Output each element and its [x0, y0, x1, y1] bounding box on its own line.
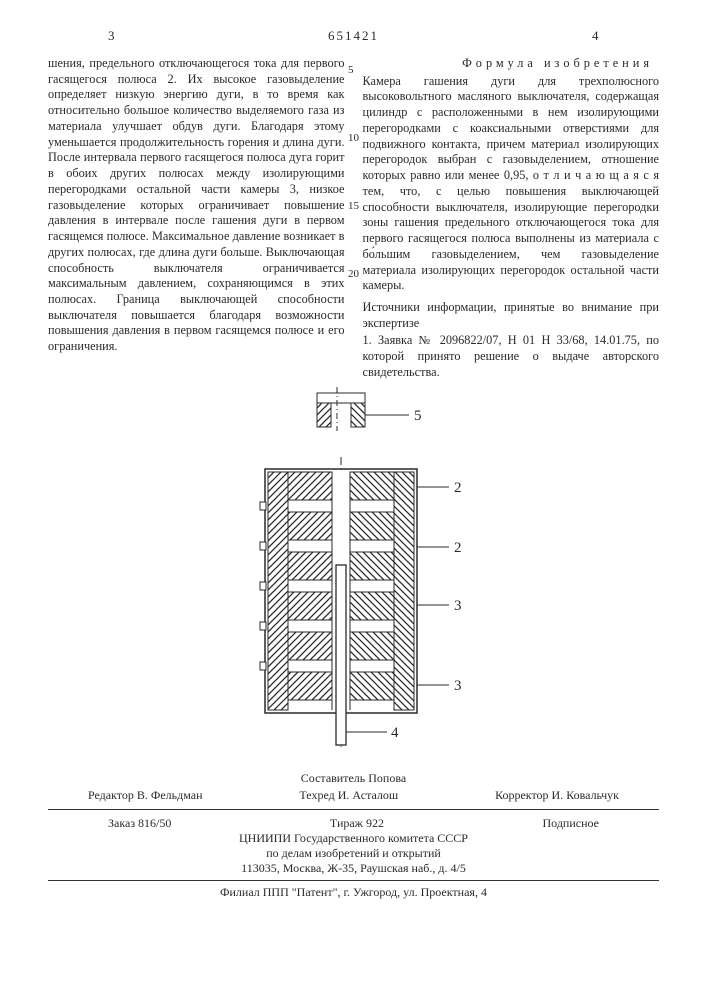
callout-3a: 3 [454, 598, 462, 614]
line-number: 5 [348, 64, 359, 76]
callout-4: 4 [391, 725, 399, 741]
col-number-left: 3 [108, 28, 115, 44]
arc-chamber-figure: 5 [219, 387, 489, 757]
document-number: 651421 [328, 28, 379, 44]
patent-page: 3 651421 4 5 10 15 20 шения, предельного… [0, 0, 707, 1000]
rule [48, 880, 659, 881]
figure-container: 5 [48, 387, 659, 757]
page-header: 3 651421 4 [48, 28, 659, 56]
credits-block: Составитель Попова Редактор В. Фельдман … [48, 771, 659, 810]
editor-credit: Редактор В. Фельдман [88, 788, 203, 803]
figure-top-cap [317, 387, 365, 431]
branch-line: Филиал ППП "Патент", г. Ужгород, ул. Про… [48, 885, 659, 900]
rule [48, 809, 659, 810]
source-item: 1. Заявка № 2096822/07, H 01 H 33/68, 14… [363, 333, 660, 380]
tiraj: Тираж 922 [330, 816, 384, 831]
callout-2a: 2 [454, 480, 462, 496]
formula-title: Формула изобретения [363, 56, 660, 72]
sources-heading: Источники информации, принятые во вниман… [363, 300, 660, 331]
left-column: шения, предельного отключающегося тока д… [48, 56, 345, 383]
compiler-line: Составитель Попова [48, 771, 659, 786]
line-number: 10 [348, 132, 359, 144]
org-line-1: ЦНИИПИ Государственного комитета СССР [48, 831, 659, 846]
right-column: Формула изобретения Камера гашения дуги … [363, 56, 660, 383]
col-number-right: 4 [592, 28, 599, 44]
org-line-2: по делам изобретений и открытий [48, 846, 659, 861]
callout-2b: 2 [454, 540, 462, 556]
callout-5: 5 [414, 408, 422, 424]
order-number: Заказ 816/50 [108, 816, 171, 831]
org-address: 113035, Москва, Ж-35, Раушская наб., д. … [48, 861, 659, 876]
footer-block: Заказ 816/50 Тираж 922 Подписное ЦНИИПИ … [48, 816, 659, 900]
corrector-credit: Корректор И. Ковальчук [495, 788, 619, 803]
tech-credit: Техред И. Асталош [299, 788, 398, 803]
line-number: 20 [348, 268, 359, 280]
claim-text: Камера гашения дуги для трехполюсного вы… [363, 74, 660, 294]
gutter-line-numbers: 5 10 15 20 [348, 64, 359, 280]
subscription: Подписное [543, 816, 600, 831]
line-number: 15 [348, 200, 359, 212]
description-paragraph: шения, предельного отключающегося тока д… [48, 56, 345, 355]
callout-3b: 3 [454, 678, 462, 694]
